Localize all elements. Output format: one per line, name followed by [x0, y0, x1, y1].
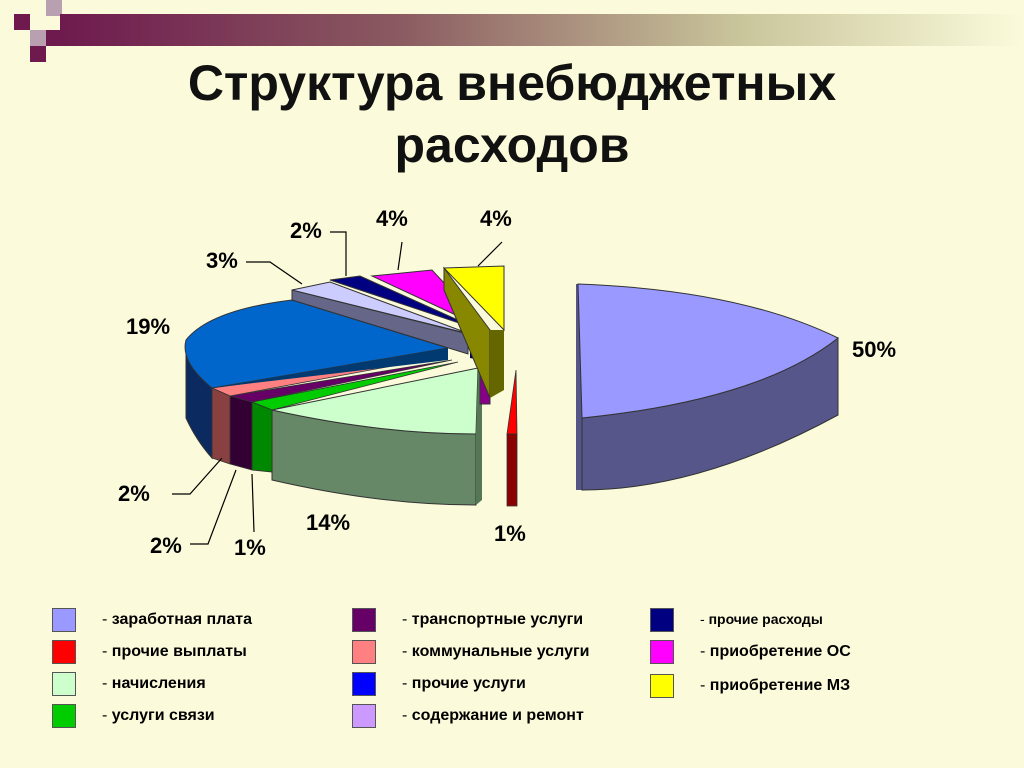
slice-transportnye: [229, 359, 453, 471]
legend-swatch: [352, 640, 376, 664]
decor-square: [46, 30, 62, 46]
legend-swatch: [52, 608, 76, 632]
legend-item: - прочие услуги: [352, 672, 652, 700]
slice-prochie-uslugi: [184, 299, 449, 460]
legend-swatch: [352, 672, 376, 696]
label-nachisleniya: 14%: [306, 510, 350, 535]
title-line-2: расходов: [394, 117, 630, 173]
slice-soderzhanie: [291, 281, 471, 355]
legend-dash: -: [402, 643, 408, 660]
slice-nachisleniya: [271, 367, 482, 506]
decor-square: [30, 46, 46, 62]
legend-item: - содержание и ремонт: [352, 704, 652, 732]
legend-dash: -: [700, 643, 706, 660]
label-priobretenie-mz: 4%: [480, 206, 512, 231]
slice-prochie-vyplaty: [506, 369, 518, 507]
decor-square: [14, 14, 30, 30]
legend-item: - транспортные услуги: [352, 608, 652, 636]
legend-dash: -: [102, 643, 108, 660]
legend-swatch: [650, 640, 674, 664]
title-line-1: Структура внебюджетных: [187, 55, 837, 111]
legend-dash: -: [102, 707, 108, 724]
label-kommunalnye: 2%: [118, 481, 150, 506]
legend-dash: -: [102, 611, 108, 628]
legend-label: коммунальные услуги: [411, 643, 590, 660]
legend-swatch: [52, 704, 76, 728]
legend-item: - прочие расходы: [650, 608, 950, 636]
legend-item: - услуги связи: [52, 704, 352, 732]
legend-label: прочие расходы: [708, 611, 823, 627]
legend-swatch: [352, 608, 376, 632]
decor-square: [46, 0, 62, 16]
decor-square: [30, 30, 46, 46]
legend-swatch: [52, 672, 76, 696]
slice-uslugi-svyazi: [250, 361, 459, 473]
legend-item: - прочие выплаты: [52, 640, 352, 668]
legend-label: содержание и ремонт: [411, 707, 584, 724]
legend-label: приобретение МЗ: [709, 677, 851, 694]
legend-label: заработная плата: [111, 611, 252, 628]
label-transportnye: 2%: [150, 533, 182, 558]
legend-item: - приобретение МЗ: [650, 674, 950, 702]
legend-item: - приобретение ОС: [650, 640, 950, 668]
legend-label: транспортные услуги: [411, 611, 584, 628]
legend-dash: -: [402, 611, 408, 628]
legend-item: - начисления: [52, 672, 352, 700]
slice-priobretenie-mz: [442, 265, 505, 399]
legend-label: услуги связи: [111, 707, 215, 724]
label-prochie-uslugi: 19%: [126, 314, 170, 339]
leader-lines: [172, 231, 503, 545]
legend-label: приобретение ОС: [709, 643, 851, 660]
legend-swatch: [650, 674, 674, 698]
label-soderzhanie: 3%: [206, 248, 238, 273]
legend-dash: -: [402, 675, 408, 692]
pie-chart: 50% 1% 14% 1% 2% 2% 19% 3% 2% 4% 4%: [118, 206, 896, 560]
legend-swatch: [650, 608, 674, 632]
legend-label: прочие услуги: [411, 675, 526, 692]
legend-dash: -: [700, 677, 706, 694]
slice-zarabotnaya-plata: [576, 283, 839, 491]
label-priobretenie-os: 4%: [376, 206, 408, 231]
slide-title: Структура внебюджетных расходов: [0, 52, 1024, 176]
legend-dash: -: [700, 611, 705, 627]
label-prochie-raskhody: 2%: [290, 218, 322, 243]
legend-dash: -: [102, 675, 108, 692]
legend-swatch: [352, 704, 376, 728]
label-uslugi-svyazi: 1%: [234, 535, 266, 560]
legend-dash: -: [402, 707, 408, 724]
label-zarabotnaya-plata: 50%: [852, 337, 896, 362]
legend-label: начисления: [111, 675, 206, 692]
label-prochie-vyplaty: 1%: [494, 521, 526, 546]
legend-item: - заработная плата: [52, 608, 352, 636]
header-gradient-bar: [60, 14, 1024, 46]
legend-item: - коммунальные услуги: [352, 640, 652, 668]
legend-swatch: [52, 640, 76, 664]
legend-label: прочие выплаты: [111, 643, 247, 660]
